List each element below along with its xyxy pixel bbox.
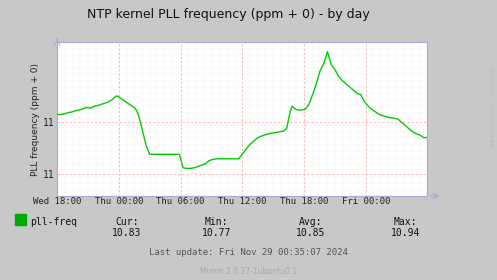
Text: 10.77: 10.77 [201,228,231,238]
Text: NTP kernel PLL frequency (ppm + 0) - by day: NTP kernel PLL frequency (ppm + 0) - by … [87,8,370,21]
Text: 10.94: 10.94 [390,228,420,238]
Text: Cur:: Cur: [115,217,139,227]
Text: Munin 2.0.37-1ubuntu0.1: Munin 2.0.37-1ubuntu0.1 [200,267,297,276]
Y-axis label: PLL frequency (ppm + 0): PLL frequency (ppm + 0) [31,62,40,176]
Text: Min:: Min: [204,217,228,227]
Text: 10.83: 10.83 [112,228,142,238]
Text: RRDTOOL / TOBI OETIKER: RRDTOOL / TOBI OETIKER [489,66,494,147]
Text: 10.85: 10.85 [296,228,326,238]
Text: Avg:: Avg: [299,217,323,227]
Text: pll-freq: pll-freq [30,217,77,227]
Text: Last update: Fri Nov 29 00:35:07 2024: Last update: Fri Nov 29 00:35:07 2024 [149,248,348,257]
Text: Max:: Max: [393,217,417,227]
